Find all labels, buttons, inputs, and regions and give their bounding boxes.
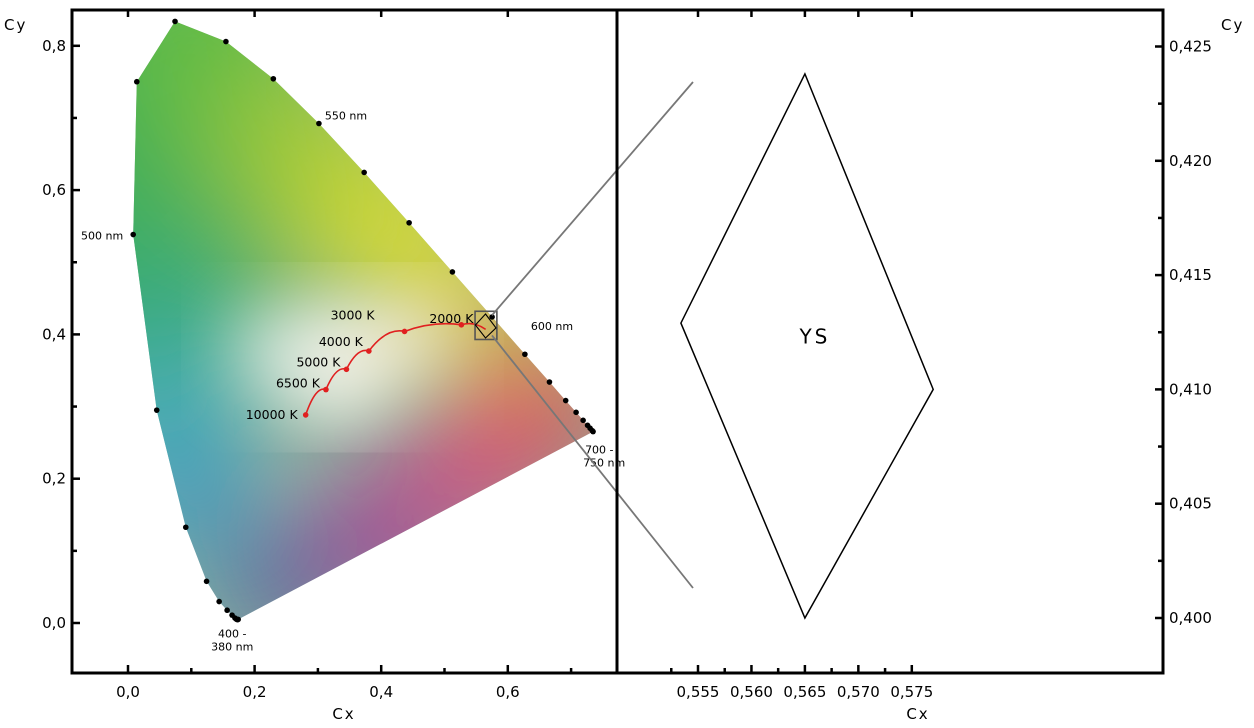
spectral-locus-point: [489, 314, 495, 320]
spectral-locus-point: [224, 607, 230, 614]
cct-label: 3000 K: [331, 307, 376, 322]
cct-label: 4000 K: [319, 334, 364, 349]
x-tick-label: 0,0: [116, 683, 140, 701]
x-tick-label: 0,570: [837, 683, 880, 701]
spectral-locus-point: [590, 428, 596, 435]
ys-zone-polygon: [680, 72, 935, 620]
spectral-locus-point: [546, 379, 553, 385]
right-plot-frame: [615, 8, 1165, 675]
wavelength-label: 380 nm: [211, 640, 253, 653]
y-tick-label: 0,400: [1169, 609, 1212, 627]
y-tick-label: 0,4: [42, 325, 66, 343]
spectral-locus-points: [130, 18, 596, 623]
zoom-connector-lines: [491, 81, 694, 589]
y-tick-label: 0,405: [1169, 495, 1212, 513]
color-gamut-fill: [133, 21, 594, 620]
cct-point: [401, 328, 408, 335]
y-tick-label: 0,0: [42, 614, 66, 632]
cct-point: [458, 322, 465, 328]
right-axis-ticks: 0,555 0,560 0,565 0,570 0,575 0,400 0,405 0,410…: [670, 10, 1212, 701]
y-tick-label: 0,410: [1169, 380, 1212, 398]
x-tick-label: 0,555: [677, 683, 720, 701]
cct-point: [366, 348, 372, 354]
left-x-axis-title: Cx: [332, 705, 355, 723]
spectral-locus-point: [562, 397, 569, 404]
y-tick-label: 0,420: [1169, 152, 1212, 170]
wavelength-label: 700 -: [585, 444, 613, 457]
spectral-locus-point: [522, 351, 528, 358]
cie-chart: 400 -380 nm 500 nm 550 nm 600 nm 700 -750 nm…: [4, 8, 625, 723]
planckian-locus-points: [302, 322, 465, 418]
zoom-region-marker: [474, 310, 498, 341]
ys-zone-mini: [474, 313, 497, 339]
spectral-locus-point: [153, 407, 160, 413]
cct-label: 2000 K: [429, 311, 474, 326]
wavelength-label: 500 nm: [81, 230, 123, 243]
spectral-locus-point: [216, 598, 222, 605]
x-tick-label: 0,4: [369, 683, 393, 701]
left-y-axis-title: Cy: [4, 16, 27, 34]
cct-point: [323, 386, 329, 393]
y-tick-label: 0,425: [1169, 38, 1212, 56]
spectral-locus-point: [130, 231, 136, 238]
right-y-axis-title: Cy: [1221, 16, 1244, 34]
y-tick-label: 0,415: [1169, 266, 1212, 284]
spectral-locus-point: [133, 78, 140, 85]
spectral-locus-point: [449, 269, 456, 275]
spectral-locus-point: [182, 524, 189, 531]
left-axis-ticks: 0,0 0,2 0,4 0,6 0,0 0,2 0,4 0,6 0,8: [42, 10, 573, 701]
connector-top: [491, 81, 694, 316]
x-tick-label: 0,565: [783, 683, 826, 701]
zoom-chart: YS 0,555 0,560 0,565 0,570 0,5750,4000,4050,…: [615, 8, 1244, 723]
wavelength-label: 550 nm: [325, 110, 367, 123]
y-tick-label: 0,2: [42, 470, 66, 488]
spectral-locus-point: [229, 612, 235, 618]
ys-zone-label: YS: [798, 325, 830, 349]
spectral-locus-point: [406, 219, 412, 226]
y-tick-label: 0,8: [42, 37, 66, 55]
spectral-locus-point: [203, 578, 210, 585]
cct-point: [343, 366, 350, 373]
x-tick-label: 0,575: [890, 683, 933, 701]
right-x-axis-title: Cx: [906, 705, 929, 723]
spectral-locus-point: [270, 75, 277, 82]
cct-label: 6500 K: [276, 376, 321, 391]
spectral-locus-point: [573, 409, 579, 416]
spectral-locus-point: [223, 38, 229, 45]
cct-label: 10000 K: [246, 407, 299, 422]
x-tick-label: 0,2: [243, 683, 267, 701]
spectral-locus-point: [316, 120, 322, 127]
y-tick-label: 0,6: [42, 181, 66, 199]
wavelength-labels: 400 -380 nm 500 nm 550 nm 600 nm 700 -750 nm: [81, 110, 625, 654]
wavelength-label: 750 nm: [583, 457, 625, 470]
connector-bottom: [491, 334, 694, 589]
cct-point: [302, 412, 309, 418]
x-tick-label: 0,6: [496, 683, 520, 701]
wavelength-label: 400 -: [218, 627, 246, 640]
x-tick-label: 0,560: [730, 683, 773, 701]
wavelength-label: 600 nm: [531, 320, 573, 333]
cct-label: 5000 K: [296, 354, 341, 369]
spectral-locus-point: [361, 169, 367, 176]
spectral-locus-point: [172, 18, 178, 25]
spectral-locus-point: [580, 417, 586, 424]
cct-labels: 10000 K 6500 K 5000 K 4000 K 3000 K 2000 K: [246, 307, 474, 421]
